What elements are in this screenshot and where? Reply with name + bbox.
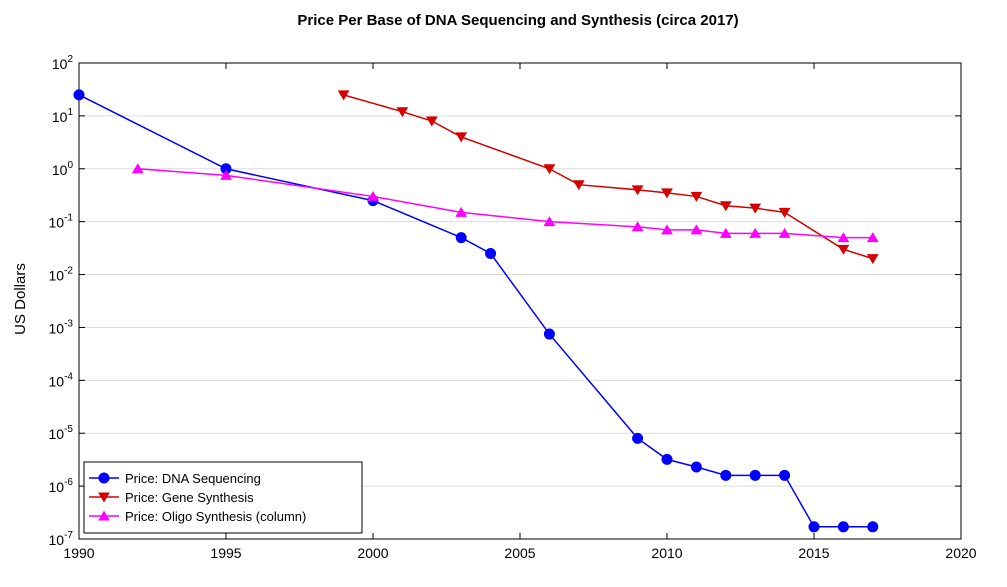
data-point (543, 216, 556, 227)
grid-lines (79, 115, 961, 487)
data-point (690, 191, 703, 202)
legend-marker (98, 472, 110, 484)
x-tick-label: 1990 (63, 545, 94, 561)
data-point (719, 201, 732, 212)
data-point (485, 248, 497, 260)
data-point (661, 224, 673, 235)
legend-marker (98, 492, 110, 503)
data-point (455, 206, 468, 217)
series-line (137, 168, 873, 239)
data-point (866, 232, 879, 243)
data-point (837, 244, 850, 255)
data-point (837, 232, 850, 243)
x-tick-label: 2010 (651, 545, 682, 561)
data-point (719, 227, 732, 238)
y-tick-label: 10-1 (49, 213, 74, 231)
data-point (778, 227, 791, 238)
y-tick-label: 101 (52, 107, 74, 125)
data-point (867, 521, 879, 533)
series-layer (73, 89, 879, 533)
data-point (778, 207, 791, 218)
data-point (631, 221, 644, 232)
data-point (543, 164, 556, 175)
chart-title: Price Per Base of DNA Sequencing and Syn… (297, 12, 738, 29)
data-point (749, 469, 761, 481)
data-point (631, 185, 644, 196)
data-point (749, 203, 762, 214)
data-point (455, 232, 467, 244)
data-point (73, 89, 85, 101)
data-point (131, 163, 144, 174)
y-tick-label: 10-5 (49, 424, 74, 442)
data-point (661, 453, 673, 465)
data-point (837, 521, 849, 533)
legend-box (83, 461, 363, 534)
data-point (632, 432, 644, 444)
x-tick-label: 1995 (210, 545, 241, 561)
series-price-dna-sequencing (73, 89, 879, 533)
x-tick-label: 2000 (357, 545, 388, 561)
data-point (367, 190, 379, 201)
data-point (749, 227, 762, 238)
data-point (690, 224, 703, 235)
legend-marker (98, 510, 110, 521)
data-point (425, 116, 438, 127)
y-tick-label: 100 (52, 160, 74, 178)
data-point (543, 328, 555, 340)
legend-item: Price: Oligo Synthesis (column) (89, 509, 306, 524)
series-price-gene-synthesis (337, 90, 879, 265)
data-point (661, 188, 673, 199)
y-tick-label: 10-4 (49, 371, 74, 389)
data-point (337, 90, 350, 101)
data-point (720, 469, 732, 481)
y-tick-label: 102 (52, 54, 74, 72)
legend-label: Price: DNA Sequencing (125, 471, 261, 486)
y-axis-label: US Dollars (12, 263, 29, 335)
data-point (866, 254, 879, 265)
series-line (343, 94, 874, 260)
y-tick-label: 10-6 (49, 477, 74, 495)
legend: Price: DNA Sequencing Price: Gene Synthes… (83, 461, 363, 534)
legend-label: Price: Oligo Synthesis (column) (125, 509, 306, 524)
legend-item: Price: Gene Synthesis (89, 490, 254, 505)
data-point (690, 461, 702, 473)
data-point (220, 169, 232, 180)
series-price-oligo-synthesis-column (131, 163, 879, 243)
data-point (779, 469, 791, 481)
x-tick-label: 2020 (945, 545, 976, 561)
data-point (572, 180, 585, 191)
data-point (455, 132, 468, 143)
y-tick-label: 10-3 (49, 318, 74, 336)
legend-item: Price: DNA Sequencing (89, 471, 261, 486)
x-tick-label: 2015 (798, 545, 829, 561)
data-point (808, 521, 820, 533)
data-point (396, 107, 409, 118)
y-tick-label: 10-2 (49, 266, 74, 284)
x-tick-label: 2005 (504, 545, 535, 561)
legend-label: Price: Gene Synthesis (125, 490, 254, 505)
